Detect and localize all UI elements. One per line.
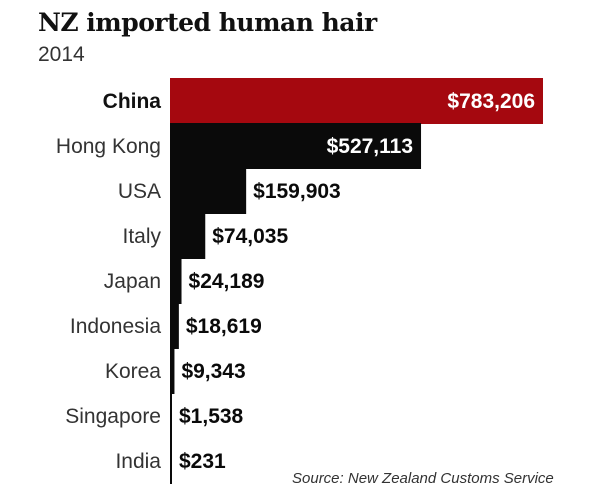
value-label-india: $231	[179, 450, 226, 473]
bars-group	[170, 78, 543, 484]
category-label-china: China	[103, 90, 162, 113]
category-label-usa: USA	[118, 180, 161, 203]
bar-indonesia	[170, 303, 179, 349]
category-label-indonesia: Indonesia	[70, 315, 161, 338]
category-label-japan: Japan	[104, 270, 161, 293]
bar-japan	[170, 258, 182, 304]
value-label-korea: $9,343	[181, 360, 245, 383]
value-label-usa: $159,903	[253, 180, 341, 203]
bar-hong-kong	[170, 123, 422, 169]
value-label-china: $783,206	[447, 90, 535, 113]
source-note: Source: New Zealand Customs Service	[292, 470, 554, 487]
chart-subtitle: 2014	[38, 43, 85, 66]
bar-usa	[170, 168, 247, 214]
bar-italy	[170, 213, 206, 259]
bar-china	[170, 78, 543, 124]
chart-title: NZ imported human hair	[38, 8, 377, 37]
category-label-singapore: Singapore	[65, 405, 161, 428]
value-labels-group: $783,206 $527,113 $159,903 $74,035 $24,189 $1…	[179, 90, 535, 473]
bar-india	[170, 438, 172, 484]
value-label-indonesia: $18,619	[186, 315, 262, 338]
value-label-hong-kong: $527,113	[327, 135, 413, 158]
category-label-india: India	[115, 450, 161, 473]
category-label-italy: Italy	[122, 225, 161, 248]
value-label-singapore: $1,538	[179, 405, 244, 428]
category-label-korea: Korea	[105, 360, 161, 383]
bar-korea	[170, 348, 175, 394]
value-label-japan: $24,189	[189, 270, 265, 293]
category-label-hong-kong: Hong Kong	[56, 135, 161, 158]
value-label-italy: $74,035	[212, 225, 288, 248]
category-labels-group: China Hong Kong USA Italy Japan Indonesia Kore…	[56, 90, 162, 473]
bar-singapore	[170, 393, 172, 439]
